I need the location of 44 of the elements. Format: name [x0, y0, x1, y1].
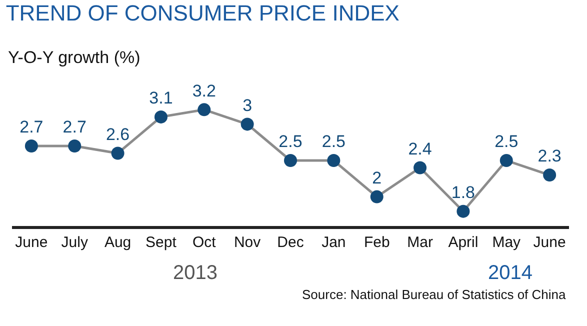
x-tick-label: Mar [407, 234, 433, 251]
data-label: 3.2 [192, 81, 216, 100]
data-label: 2.5 [322, 132, 346, 152]
source-note: Source: National Bureau of Statistics of China [302, 287, 567, 302]
data-label: 2.7 [62, 118, 86, 137]
text: 2014 [488, 262, 532, 284]
x-tick-label: Dec [277, 234, 304, 251]
point [68, 139, 82, 152]
chart-subtitle: Y-O-Y growth (%) [8, 48, 140, 67]
data-label: 2.5 [278, 132, 302, 152]
chart-title: TREND OF CONSUMER PRICE INDEX [6, 0, 400, 26]
data-label: 2.7 [20, 118, 44, 137]
x-tick-label: June [533, 234, 566, 251]
point [327, 154, 340, 167]
x-tick-label: Oct [192, 234, 217, 251]
x-tick-label: July [61, 234, 88, 251]
data-label: 3 [242, 96, 252, 115]
point [500, 154, 513, 167]
point [24, 139, 38, 152]
point [543, 168, 556, 182]
x-tick-label: April [448, 234, 478, 251]
x-tick-label: June [15, 234, 48, 251]
point [240, 118, 254, 131]
x-tick-label: Feb [364, 234, 390, 251]
data-label: 3.1 [149, 88, 173, 108]
point [414, 161, 427, 174]
data-label: 1.8 [451, 182, 476, 202]
point [111, 146, 124, 160]
x-tick-label: Sept [146, 234, 178, 251]
data-label: 2.3 [538, 146, 562, 166]
text: 2013 [173, 262, 218, 284]
data-label: 2.6 [106, 124, 130, 144]
x-tick-label: May [492, 234, 522, 251]
point [456, 204, 470, 218]
x-tick-label: Jan [322, 234, 346, 251]
x-tick-label: Nov [234, 234, 262, 251]
x-tick-label: Aug [104, 234, 132, 251]
data-label: 2.5 [494, 132, 518, 152]
data-label: 2.4 [408, 139, 432, 158]
point [154, 110, 168, 124]
point [370, 190, 384, 204]
data-label: 2 [372, 168, 382, 188]
point [284, 154, 297, 167]
point [198, 103, 211, 116]
